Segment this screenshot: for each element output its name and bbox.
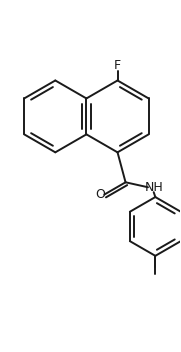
Text: NH: NH <box>145 181 164 194</box>
Text: F: F <box>114 59 121 72</box>
Text: O: O <box>95 188 105 201</box>
